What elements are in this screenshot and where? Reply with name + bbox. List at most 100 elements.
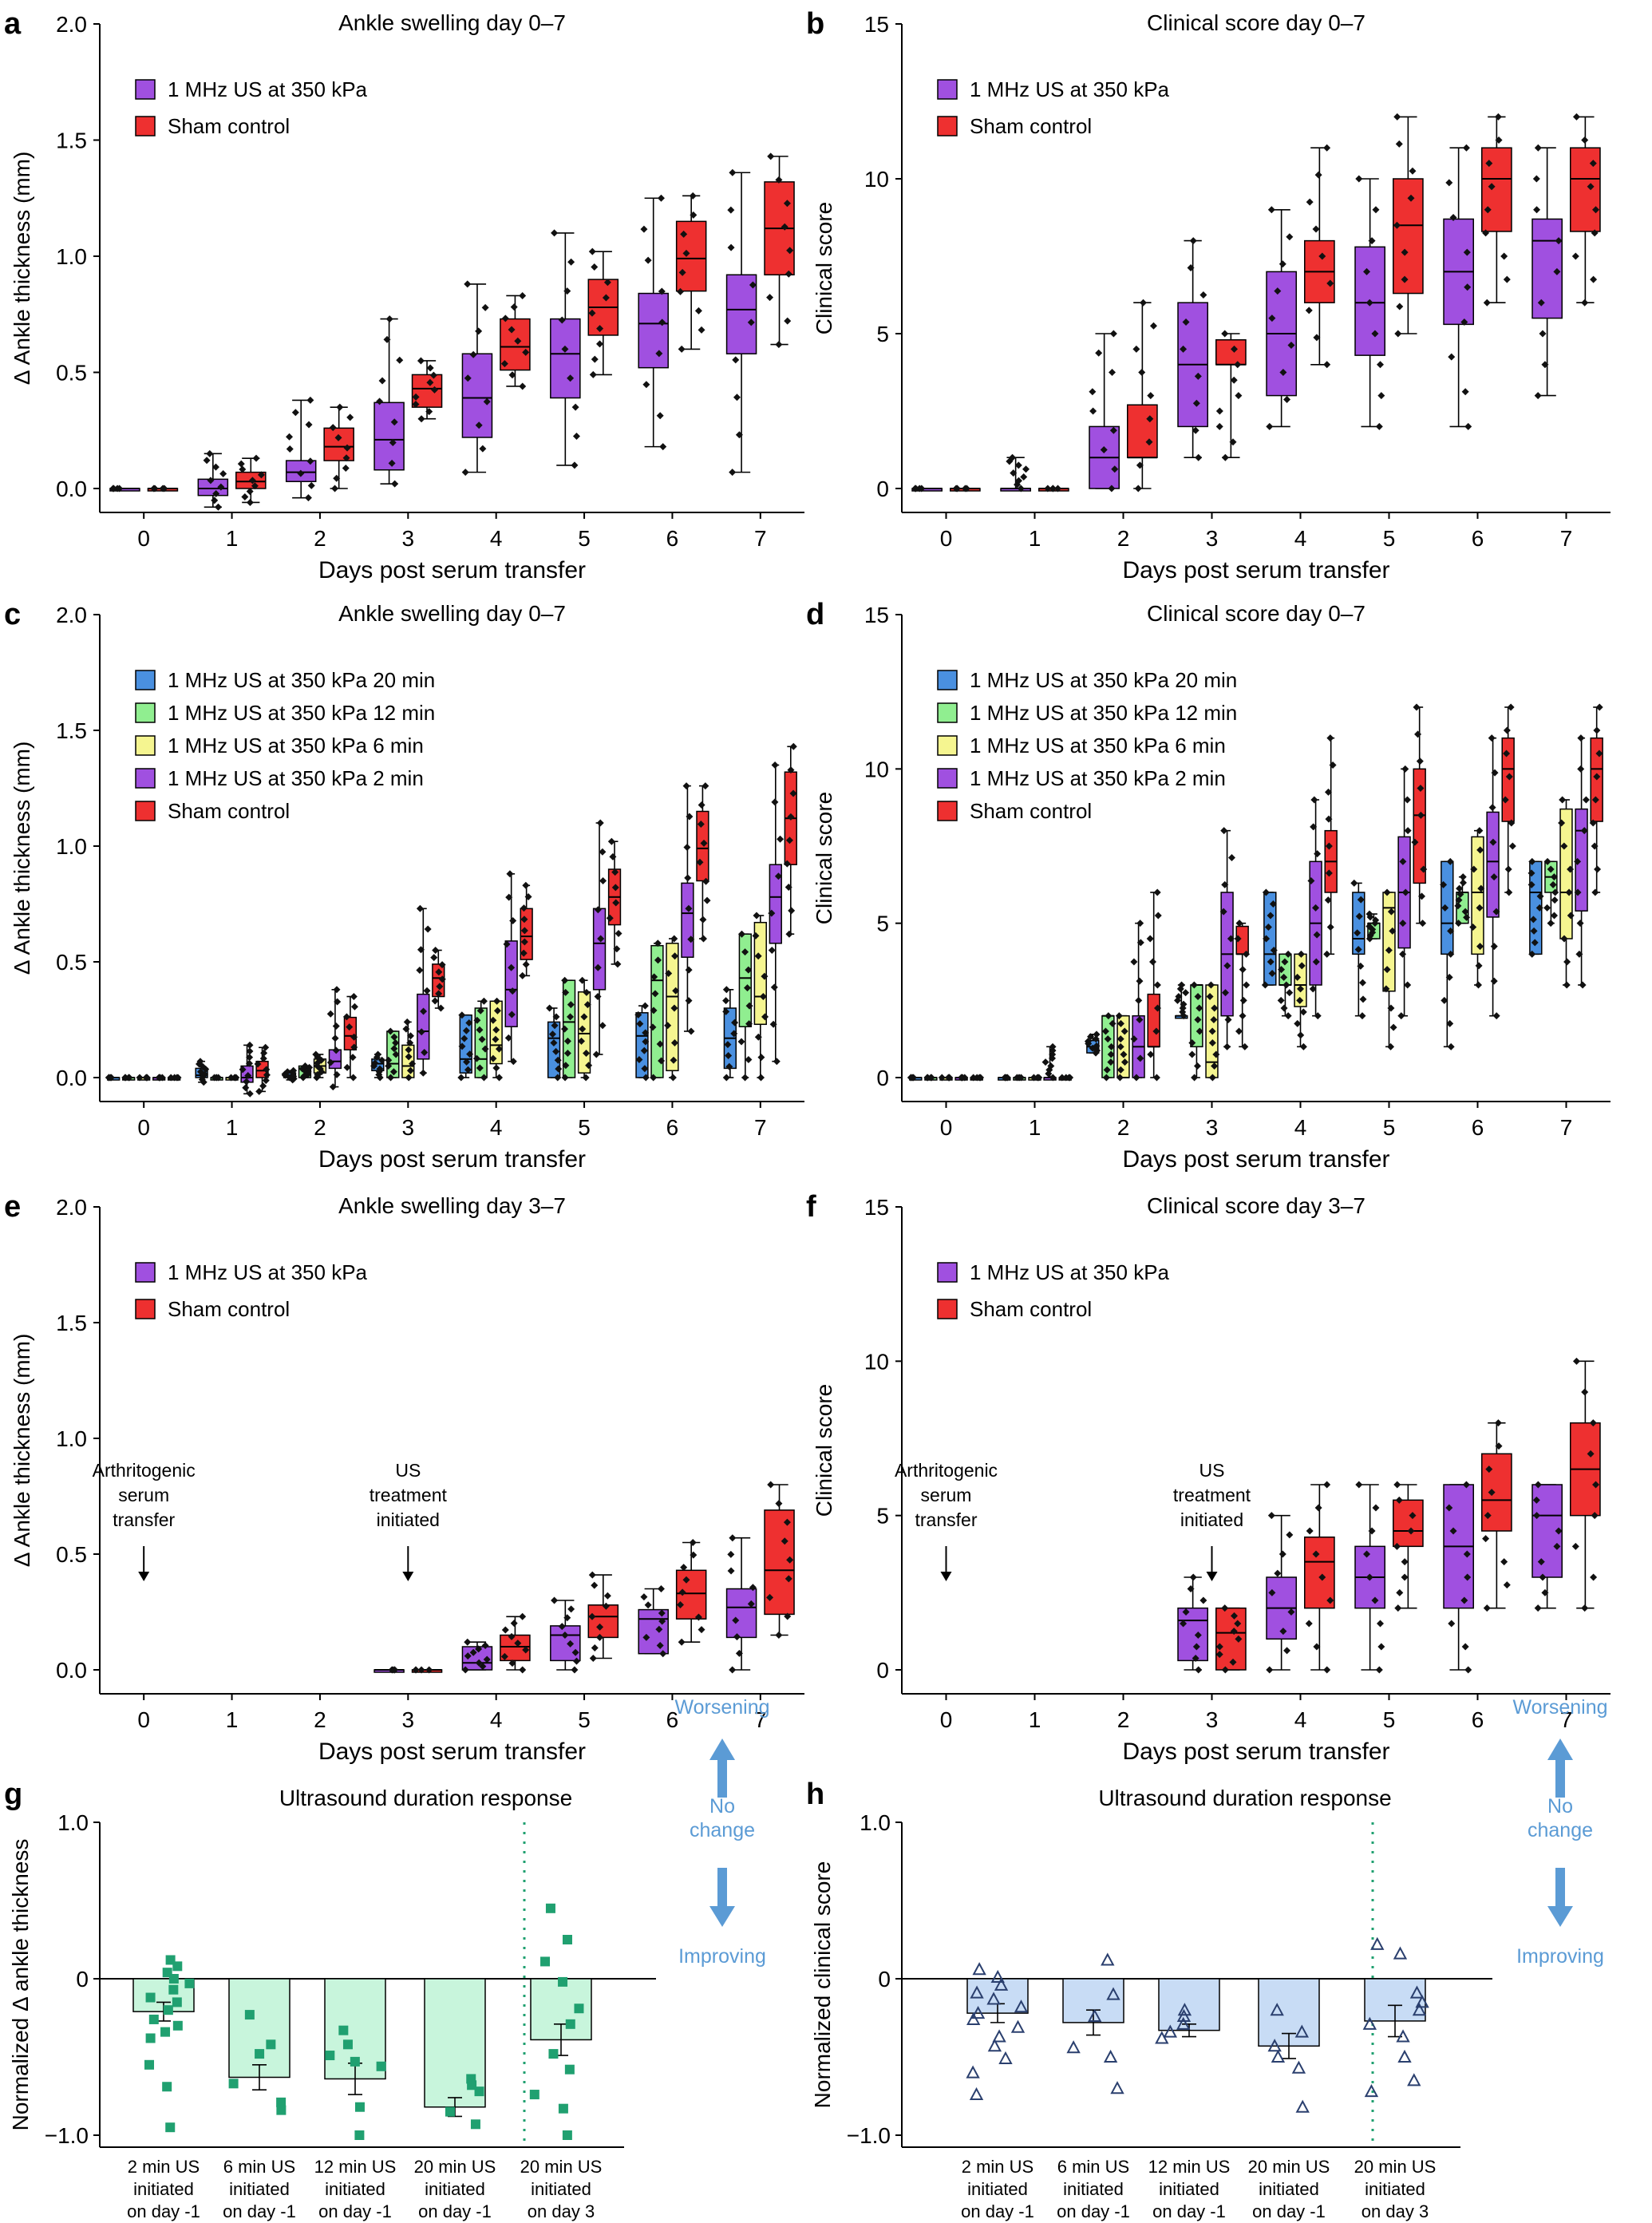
data-point [1371, 1596, 1379, 1604]
data-point [1350, 879, 1358, 887]
annotation-text: transfer [113, 1509, 175, 1530]
box-1-mhz-us-at-350-kpa-day-4 [1266, 206, 1297, 430]
data-point [1110, 2081, 1124, 2094]
data-point [567, 374, 575, 382]
box-1-mhz-us-at-350-kpa-day-6 [1443, 1481, 1474, 1674]
bar-0 [132, 1955, 195, 2133]
data-point [263, 1071, 271, 1079]
y-tick-label: 0.5 [56, 361, 87, 386]
data-point [1407, 2073, 1421, 2087]
data-point [1449, 1527, 1457, 1535]
legend-label: 1 MHz US at 350 kPa 2 min [168, 766, 424, 790]
data-point [1593, 773, 1601, 781]
data-point [561, 345, 569, 353]
data-point [1136, 1016, 1144, 1023]
legend-label: Sham control [168, 1297, 290, 1321]
data-point [958, 1074, 966, 1082]
data-point [242, 1084, 250, 1092]
box-1-mhz-us-at-350-kpa-2-min-day-0 [954, 1074, 969, 1082]
data-point [438, 961, 446, 969]
data-point [350, 2056, 360, 2067]
data-point [1401, 1573, 1409, 1581]
data-point [458, 1042, 466, 1050]
data-point [1306, 1527, 1314, 1535]
data-point [785, 837, 793, 845]
x-tick-label: 6 min US [1057, 2157, 1129, 2177]
box-sham-control-day-0 [147, 485, 179, 492]
data-point [412, 401, 420, 409]
data-point [519, 1666, 527, 1674]
data-point [506, 870, 514, 878]
legend-swatch [135, 768, 156, 789]
data-point [1365, 1573, 1373, 1581]
chart-title: Ankle swelling day 0–7 [338, 601, 566, 626]
data-point [385, 1062, 393, 1070]
data-point [702, 782, 709, 790]
box-1-mhz-us-at-350-kpa-2-min-day-1 [239, 1041, 254, 1098]
data-point [519, 291, 527, 299]
data-point [219, 469, 227, 477]
data-point [1357, 896, 1365, 904]
box-1-mhz-us-at-350-kpa-6-min-day-2 [1115, 1012, 1130, 1082]
data-point [670, 1039, 678, 1046]
data-point [596, 340, 604, 348]
data-point [1409, 1512, 1417, 1520]
data-point [1575, 950, 1583, 958]
data-point [1049, 1046, 1057, 1054]
data-point [1533, 1512, 1541, 1520]
data-point [1210, 1016, 1218, 1023]
data-point [1407, 1527, 1415, 1535]
data-point [769, 1020, 777, 1028]
panel-letter: f [806, 1190, 816, 1224]
x-tick-label: 1 [1029, 1707, 1041, 1732]
box-sham-control-day-6 [675, 1539, 707, 1646]
data-point [1268, 1588, 1276, 1596]
data-point [1103, 2049, 1118, 2063]
data-point [1136, 1054, 1144, 1062]
data-point [702, 877, 710, 885]
data-point [211, 463, 219, 471]
annotation-change: change [1528, 1819, 1593, 1841]
data-point [1287, 1608, 1295, 1616]
legend-swatch [937, 116, 958, 136]
data-point [1387, 1042, 1395, 1050]
data-point [283, 1068, 291, 1076]
data-point [1116, 1035, 1124, 1043]
data-point [1307, 877, 1315, 884]
data-point [699, 916, 707, 924]
data-point [297, 469, 305, 477]
data-point [1495, 136, 1503, 144]
data-point [1470, 865, 1478, 873]
data-point [1194, 372, 1202, 380]
data-point [416, 967, 424, 975]
data-point [1368, 237, 1376, 245]
data-point [255, 1087, 263, 1095]
data-point [1153, 981, 1161, 989]
data-point [1221, 880, 1229, 888]
box-sham-control-day-4 [1323, 734, 1338, 958]
data-point [1195, 453, 1203, 461]
data-point [1297, 950, 1305, 958]
box-sham-control-day-5 [587, 1571, 619, 1662]
data-point [1010, 469, 1018, 477]
box-body [1304, 1536, 1335, 1609]
box-1-mhz-us-at-350-kpa-6-min-day-0 [938, 1074, 954, 1082]
data-point [246, 1041, 254, 1049]
data-point [761, 972, 769, 980]
data-point [745, 1002, 753, 1010]
data-point [548, 1030, 556, 1038]
data-point [732, 1616, 740, 1624]
box-1-mhz-us-at-350-kpa-6-min-day-1 [225, 1074, 240, 1082]
data-point [684, 874, 692, 882]
data-point [245, 1059, 253, 1067]
data-point [548, 2049, 559, 2059]
y-tick-label: 0.5 [56, 1542, 87, 1567]
data-point [493, 997, 501, 1005]
data-point [703, 896, 711, 904]
data-point [1323, 1481, 1331, 1489]
data-point [775, 341, 783, 349]
data-point [1049, 1054, 1057, 1062]
data-point [237, 460, 245, 468]
data-point [1230, 1628, 1238, 1636]
data-point [729, 469, 737, 477]
